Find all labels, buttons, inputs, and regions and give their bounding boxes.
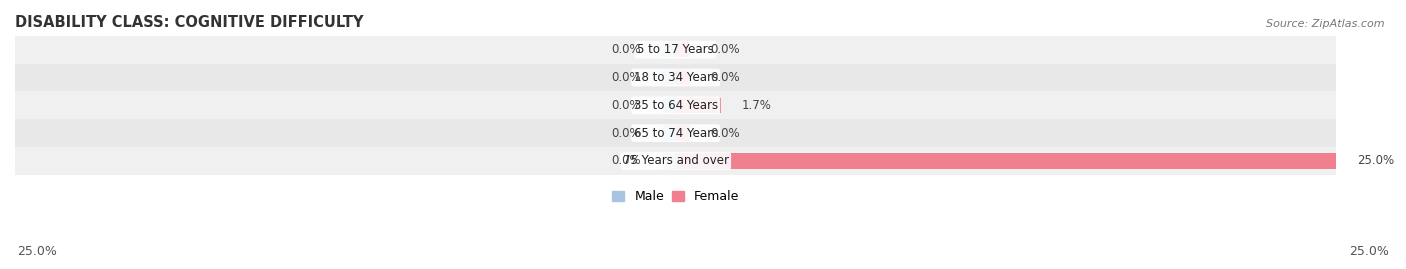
Text: 0.0%: 0.0% xyxy=(710,71,740,84)
Bar xyxy=(662,42,676,57)
Text: 25.0%: 25.0% xyxy=(17,245,56,258)
Bar xyxy=(662,70,676,85)
Bar xyxy=(676,125,689,141)
Text: 65 to 74 Years: 65 to 74 Years xyxy=(634,127,718,140)
Text: 0.0%: 0.0% xyxy=(710,43,740,56)
Bar xyxy=(676,98,721,113)
Bar xyxy=(662,98,676,113)
Text: 0.0%: 0.0% xyxy=(612,127,641,140)
Text: 75 Years and over: 75 Years and over xyxy=(623,154,728,167)
Text: 18 to 34 Years: 18 to 34 Years xyxy=(634,71,718,84)
Text: 5 to 17 Years: 5 to 17 Years xyxy=(637,43,714,56)
Text: 0.0%: 0.0% xyxy=(710,127,740,140)
Bar xyxy=(662,153,676,169)
Bar xyxy=(15,36,1337,64)
Text: 25.0%: 25.0% xyxy=(1358,154,1395,167)
Bar xyxy=(15,147,1337,175)
Text: 0.0%: 0.0% xyxy=(612,154,641,167)
Legend: Male, Female: Male, Female xyxy=(607,185,745,208)
Text: 0.0%: 0.0% xyxy=(612,71,641,84)
Bar xyxy=(676,70,689,85)
Text: 35 to 64 Years: 35 to 64 Years xyxy=(634,99,718,112)
Text: Source: ZipAtlas.com: Source: ZipAtlas.com xyxy=(1267,19,1385,29)
Bar xyxy=(15,119,1337,147)
Text: 0.0%: 0.0% xyxy=(612,43,641,56)
Bar xyxy=(662,125,676,141)
Text: 25.0%: 25.0% xyxy=(1350,245,1389,258)
Bar xyxy=(15,64,1337,91)
Bar xyxy=(676,42,689,57)
Text: 0.0%: 0.0% xyxy=(612,99,641,112)
Text: 1.7%: 1.7% xyxy=(742,99,772,112)
Bar xyxy=(15,91,1337,119)
Text: DISABILITY CLASS: COGNITIVE DIFFICULTY: DISABILITY CLASS: COGNITIVE DIFFICULTY xyxy=(15,15,364,30)
Bar xyxy=(676,153,1337,169)
